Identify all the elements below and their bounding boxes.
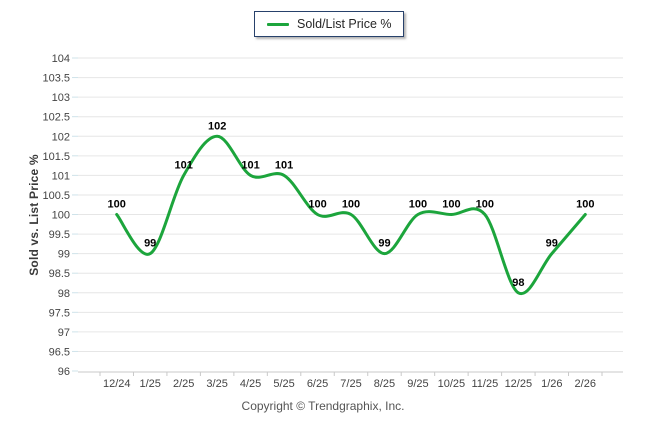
data-label: 99 — [546, 238, 558, 250]
y-tick-label: 102 — [52, 131, 70, 143]
y-tick-label: 97 — [58, 327, 70, 339]
data-label: 99 — [378, 238, 390, 250]
y-tick-label: 104 — [52, 53, 70, 65]
data-label: 101 — [275, 159, 293, 171]
y-tick-label: 100 — [52, 210, 70, 222]
y-tick-label: 101.5 — [42, 151, 70, 163]
x-tick-label: 2/26 — [575, 378, 596, 390]
data-label: 101 — [174, 159, 192, 171]
y-tick-label: 99 — [58, 249, 70, 261]
x-tick-label: 5/25 — [273, 378, 294, 390]
x-tick-label: 9/25 — [407, 378, 428, 390]
data-label: 99 — [144, 238, 156, 250]
x-tick-label: 10/25 — [438, 378, 466, 390]
data-label: 100 — [342, 199, 360, 211]
line-chart-plot: 104 103.5 103 102.5 102 101.5 101 100.5 100 99.5 9… — [27, 53, 623, 390]
data-label: 100 — [108, 199, 126, 211]
series-line — [115, 134, 587, 296]
chart-legend: Sold/List Price % — [254, 11, 405, 37]
y-tick-label: 98 — [58, 288, 70, 300]
x-tick-label: 11/25 — [472, 378, 499, 390]
y-axis-title: Sold vs. List Price % — [27, 154, 41, 276]
x-tick-label: 1/25 — [139, 378, 160, 390]
y-tick-label: 97.5 — [49, 307, 70, 319]
x-tick-label: 12/25 — [505, 378, 533, 390]
data-label: 100 — [308, 199, 326, 211]
x-tick-label: 1/26 — [541, 378, 562, 390]
y-tick-label: 96.5 — [49, 346, 70, 358]
data-label: 100 — [409, 199, 427, 211]
y-tick-label: 99.5 — [49, 229, 70, 241]
y-tick-label: 101 — [52, 170, 70, 182]
y-tick-label: 103.5 — [42, 73, 70, 85]
x-tick-label: 12/24 — [103, 378, 131, 390]
y-tick-label: 98.5 — [49, 268, 70, 280]
x-tick-label: 4/25 — [240, 378, 261, 390]
legend-line-swatch — [267, 22, 289, 26]
y-tick-label: 100.5 — [42, 190, 70, 202]
data-label: 100 — [476, 199, 494, 211]
data-label: 101 — [241, 159, 259, 171]
legend-label: Sold/List Price % — [297, 17, 392, 31]
copyright-text: Copyright © Trendgraphix, Inc. — [241, 399, 405, 413]
x-tick-label: 7/25 — [340, 378, 361, 390]
data-label: 100 — [442, 199, 460, 211]
data-label: 100 — [576, 199, 594, 211]
y-tick-label: 103 — [52, 92, 70, 104]
data-label: 102 — [208, 120, 226, 132]
y-tick-label: 102.5 — [42, 112, 70, 124]
x-tick-label: 6/25 — [307, 378, 328, 390]
data-label: 98 — [512, 277, 524, 289]
x-tick-label: 2/25 — [173, 378, 194, 390]
y-tick-label: 96 — [58, 366, 70, 378]
x-tick-label: 3/25 — [206, 378, 227, 390]
x-tick-label: 8/25 — [374, 378, 395, 390]
